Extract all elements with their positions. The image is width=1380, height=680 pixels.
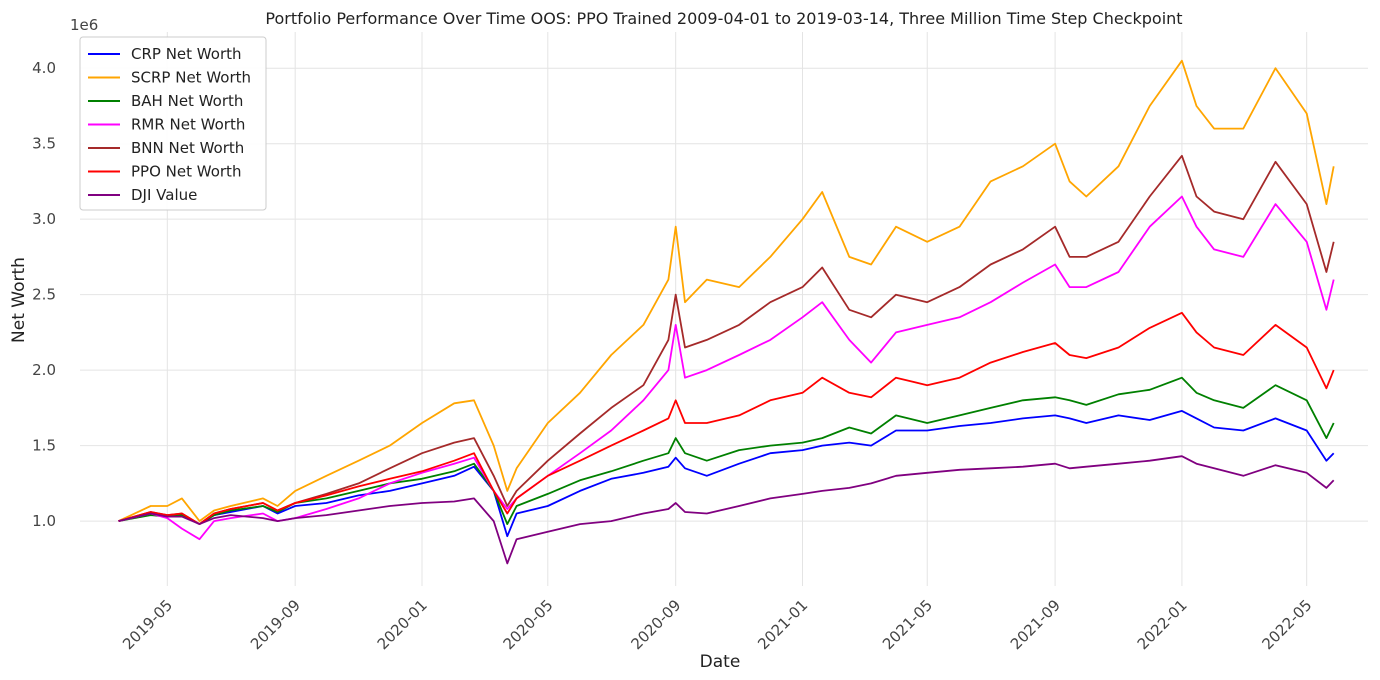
legend-entry-label: BAH Net Worth [131,92,243,110]
legend: CRP Net Worth SCRP Net Worth BAH Net Worth… [79,36,267,211]
legend-entry-label: RMR Net Worth [131,116,245,134]
y-tick-label: 1.5 [32,437,56,455]
x-tick-label: 2021-05 [879,596,936,653]
legend-entry-label: SCRP Net Worth [131,69,251,87]
series-line-crp-net-worth [118,409,1335,538]
legend-entry-label: CRP Net Worth [131,45,242,63]
grid [80,32,1368,586]
x-tick-label: 2019-09 [247,596,304,653]
series-line-dji-value [118,455,1335,565]
x-tick-label: 2022-01 [1134,596,1191,653]
legend-entry-label: PPO Net Worth [131,163,241,181]
y-tick-label: 2.0 [32,361,56,379]
legend-entry-label: BNN Net Worth [131,139,244,157]
y-tick-label: 3.0 [32,210,56,228]
y-axis-title: Net Worth [9,257,29,343]
series-line-ppo-net-worth [118,311,1335,525]
x-tick-labels: 2019-05 2019-09 2020-01 2020-05 2020-09 2021-… [119,596,1315,653]
y-axis-scale-label: 1e6 [70,16,98,34]
series-line-bah-net-worth [118,376,1335,525]
legend-box [79,36,267,211]
x-tick-label: 2021-09 [1007,596,1064,653]
x-tick-label: 2019-05 [119,596,176,653]
series-line-scrp-net-worth [118,59,1335,522]
chart-title: Portfolio Performance Over Time OOS: PPO… [265,9,1182,28]
x-tick-label: 2020-05 [500,596,557,653]
x-tick-label: 2020-09 [627,596,684,653]
x-axis-title: Date [700,652,741,672]
y-tick-labels: 1.0 1.5 2.0 2.5 3.0 3.5 4.0 [32,59,56,530]
series-lines [118,59,1335,565]
x-tick-label: 2020-01 [374,596,431,653]
y-tick-label: 4.0 [32,59,56,77]
y-tick-label: 1.0 [32,512,56,530]
y-tick-label: 3.5 [32,135,56,153]
x-tick-label: 2022-05 [1258,596,1315,653]
legend-entry-label: DJI Value [131,186,197,204]
x-tick-label: 2021-01 [754,596,811,653]
y-tick-label: 2.5 [32,286,56,304]
